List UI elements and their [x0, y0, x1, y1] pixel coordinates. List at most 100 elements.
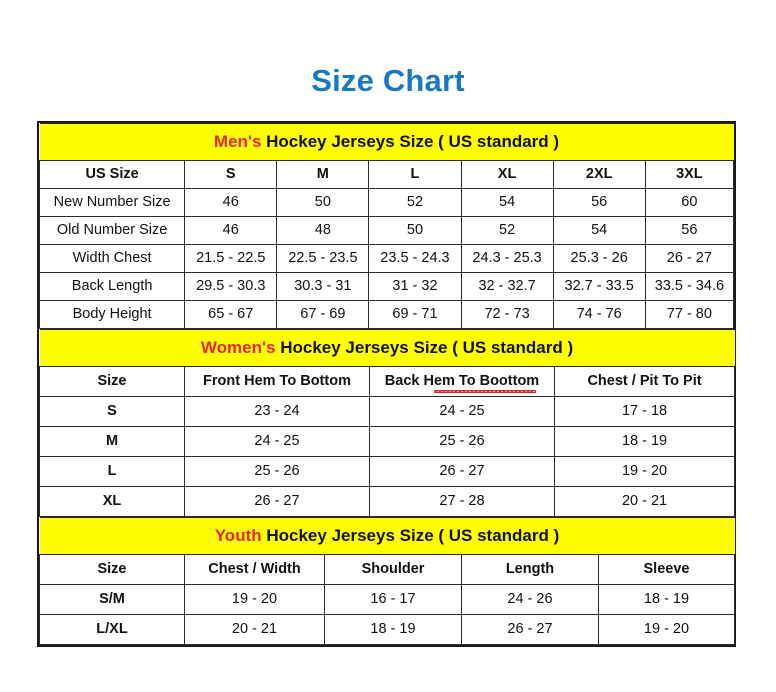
mens-cell-0-5: 60	[644, 188, 735, 217]
youth-header-cell-4: Sleeve	[597, 554, 736, 585]
mens-cell-3-3: 32 - 32.7	[460, 272, 554, 301]
youth-header-cell-1: Chest / Width	[184, 554, 325, 585]
mens-cell-2-4: 25.3 - 26	[552, 244, 646, 273]
youth-section-banner: Youth Hockey Jerseys Size ( US standard …	[39, 517, 735, 555]
table-row: Back Length 29.5 - 30.3 30.3 - 31 31 - 3…	[38, 272, 735, 301]
womens-cell-3-0: 26 - 27	[184, 486, 370, 517]
mens-cell-1-3: 52	[460, 216, 554, 245]
youth-banner-row: Youth Hockey Jerseys Size ( US standard …	[39, 517, 735, 555]
womens-row-label-0: S	[39, 396, 185, 427]
womens-header-cell-2: Back Hem To Boottom	[369, 366, 555, 397]
mens-banner-accent: Men's	[213, 132, 262, 151]
mens-cell-4-2: 69 - 71	[368, 300, 462, 329]
mens-cell-1-4: 54	[552, 216, 646, 245]
table-row: New Number Size 46 50 52 54 56 60	[38, 188, 735, 217]
youth-cell-1-3: 19 - 20	[597, 614, 736, 645]
table-row: Width Chest 21.5 - 22.5 22.5 - 23.5 23.5…	[38, 244, 735, 273]
womens-cell-0-1: 24 - 25	[369, 396, 555, 427]
mens-header-cell-1: S	[184, 160, 278, 189]
womens-row-label-2: L	[39, 456, 185, 487]
mens-banner-rest: Hockey Jerseys Size ( US standard )	[261, 132, 560, 151]
womens-cell-2-1: 26 - 27	[369, 456, 555, 487]
mens-cell-4-0: 65 - 67	[184, 300, 278, 329]
table-row: S 23 - 24 24 - 25 17 - 18	[39, 396, 736, 427]
womens-banner-accent: Women's	[200, 338, 276, 357]
youth-header-cell-3: Length	[461, 554, 599, 585]
mens-cell-4-5: 77 - 80	[644, 300, 735, 329]
mens-header-cell-6: 3XL	[644, 160, 735, 189]
mens-header-cell-5: 2XL	[552, 160, 646, 189]
mens-cell-2-0: 21.5 - 22.5	[184, 244, 278, 273]
womens-header-cell-1: Front Hem To Bottom	[184, 366, 370, 397]
womens-header-row: Size Front Hem To Bottom Back Hem To Boo…	[39, 366, 736, 397]
mens-cell-0-1: 50	[276, 188, 370, 217]
mens-cell-1-0: 46	[184, 216, 278, 245]
mens-header-cell-2: M	[276, 160, 370, 189]
mens-cell-0-3: 54	[460, 188, 554, 217]
womens-header-cell-3: Chest / Pit To Pit	[553, 366, 736, 397]
youth-cell-1-0: 20 - 21	[184, 614, 325, 645]
youth-header-cell-0: Size	[39, 554, 185, 585]
youth-row-label-1: L/XL	[39, 614, 185, 645]
mens-cell-2-3: 24.3 - 25.3	[460, 244, 554, 273]
mens-cell-1-1: 48	[276, 216, 370, 245]
mens-cell-3-2: 31 - 32	[368, 272, 462, 301]
table-row: Old Number Size 46 48 50 52 54 56	[38, 216, 735, 245]
page-title: Size Chart	[311, 63, 465, 98]
womens-banner-row: Women's Hockey Jerseys Size ( US standar…	[39, 329, 735, 367]
mens-cell-0-4: 56	[552, 188, 646, 217]
womens-cell-1-1: 25 - 26	[369, 426, 555, 457]
womens-row-label-1: M	[39, 426, 185, 457]
mens-cell-1-5: 56	[644, 216, 735, 245]
youth-banner-rest: Hockey Jerseys Size ( US standard )	[261, 526, 560, 545]
youth-cell-0-2: 24 - 26	[461, 584, 599, 615]
womens-cell-3-2: 20 - 21	[553, 486, 736, 517]
mens-row-label-2: Width Chest	[38, 244, 186, 273]
mens-cell-4-4: 74 - 76	[552, 300, 646, 329]
mens-cell-3-1: 30.3 - 31	[276, 272, 370, 301]
mens-cell-3-4: 32.7 - 33.5	[552, 272, 646, 301]
youth-row-label-0: S/M	[39, 584, 185, 615]
mens-header-cell-3: L	[368, 160, 462, 189]
mens-size-table: Men's Hockey Jerseys Size ( US standard …	[38, 123, 735, 329]
womens-size-table: Women's Hockey Jerseys Size ( US standar…	[39, 329, 736, 517]
mens-cell-4-3: 72 - 73	[460, 300, 554, 329]
womens-cell-1-0: 24 - 25	[184, 426, 370, 457]
mens-cell-3-0: 29.5 - 30.3	[184, 272, 278, 301]
table-row: L 25 - 26 26 - 27 19 - 20	[39, 456, 736, 487]
mens-header-cell-4: XL	[460, 160, 554, 189]
mens-row-label-0: New Number Size	[38, 188, 186, 217]
table-row: XL 26 - 27 27 - 28 20 - 21	[39, 486, 736, 517]
youth-cell-0-3: 18 - 19	[597, 584, 736, 615]
womens-header-cell-2-text: Back Hem To Boottom	[385, 367, 539, 396]
mens-cell-4-1: 67 - 69	[276, 300, 370, 329]
womens-cell-2-2: 19 - 20	[553, 456, 736, 487]
table-row: Body Height 65 - 67 67 - 69 69 - 71 72 -…	[38, 300, 735, 329]
mens-header-cell-0: US Size	[38, 160, 186, 189]
mens-row-label-4: Body Height	[38, 300, 186, 329]
womens-cell-2-0: 25 - 26	[184, 456, 370, 487]
mens-header-row: US Size S M L XL 2XL 3XL	[38, 160, 735, 189]
youth-cell-1-1: 18 - 19	[324, 614, 462, 645]
youth-cell-1-2: 26 - 27	[461, 614, 599, 645]
womens-banner-rest: Hockey Jerseys Size ( US standard )	[275, 338, 574, 357]
mens-row-label-3: Back Length	[38, 272, 186, 301]
womens-row-label-3: XL	[39, 486, 185, 517]
mens-cell-2-2: 23.5 - 24.3	[368, 244, 462, 273]
youth-cell-0-1: 16 - 17	[324, 584, 462, 615]
mens-section-banner: Men's Hockey Jerseys Size ( US standard …	[39, 123, 734, 161]
youth-header-row: Size Chest / Width Shoulder Length Sleev…	[39, 554, 736, 585]
mens-cell-2-1: 22.5 - 23.5	[276, 244, 370, 273]
womens-cell-1-2: 18 - 19	[553, 426, 736, 457]
womens-cell-0-0: 23 - 24	[184, 396, 370, 427]
mens-cell-0-2: 52	[368, 188, 462, 217]
mens-cell-0-0: 46	[184, 188, 278, 217]
womens-cell-3-1: 27 - 28	[369, 486, 555, 517]
womens-header-cell-0: Size	[39, 366, 185, 397]
mens-banner-row: Men's Hockey Jerseys Size ( US standard …	[39, 123, 734, 161]
youth-size-table: Youth Hockey Jerseys Size ( US standard …	[39, 517, 736, 645]
table-row: S/M 19 - 20 16 - 17 24 - 26 18 - 19	[39, 584, 736, 615]
table-row: L/XL 20 - 21 18 - 19 26 - 27 19 - 20	[39, 614, 736, 645]
youth-header-cell-2: Shoulder	[324, 554, 462, 585]
